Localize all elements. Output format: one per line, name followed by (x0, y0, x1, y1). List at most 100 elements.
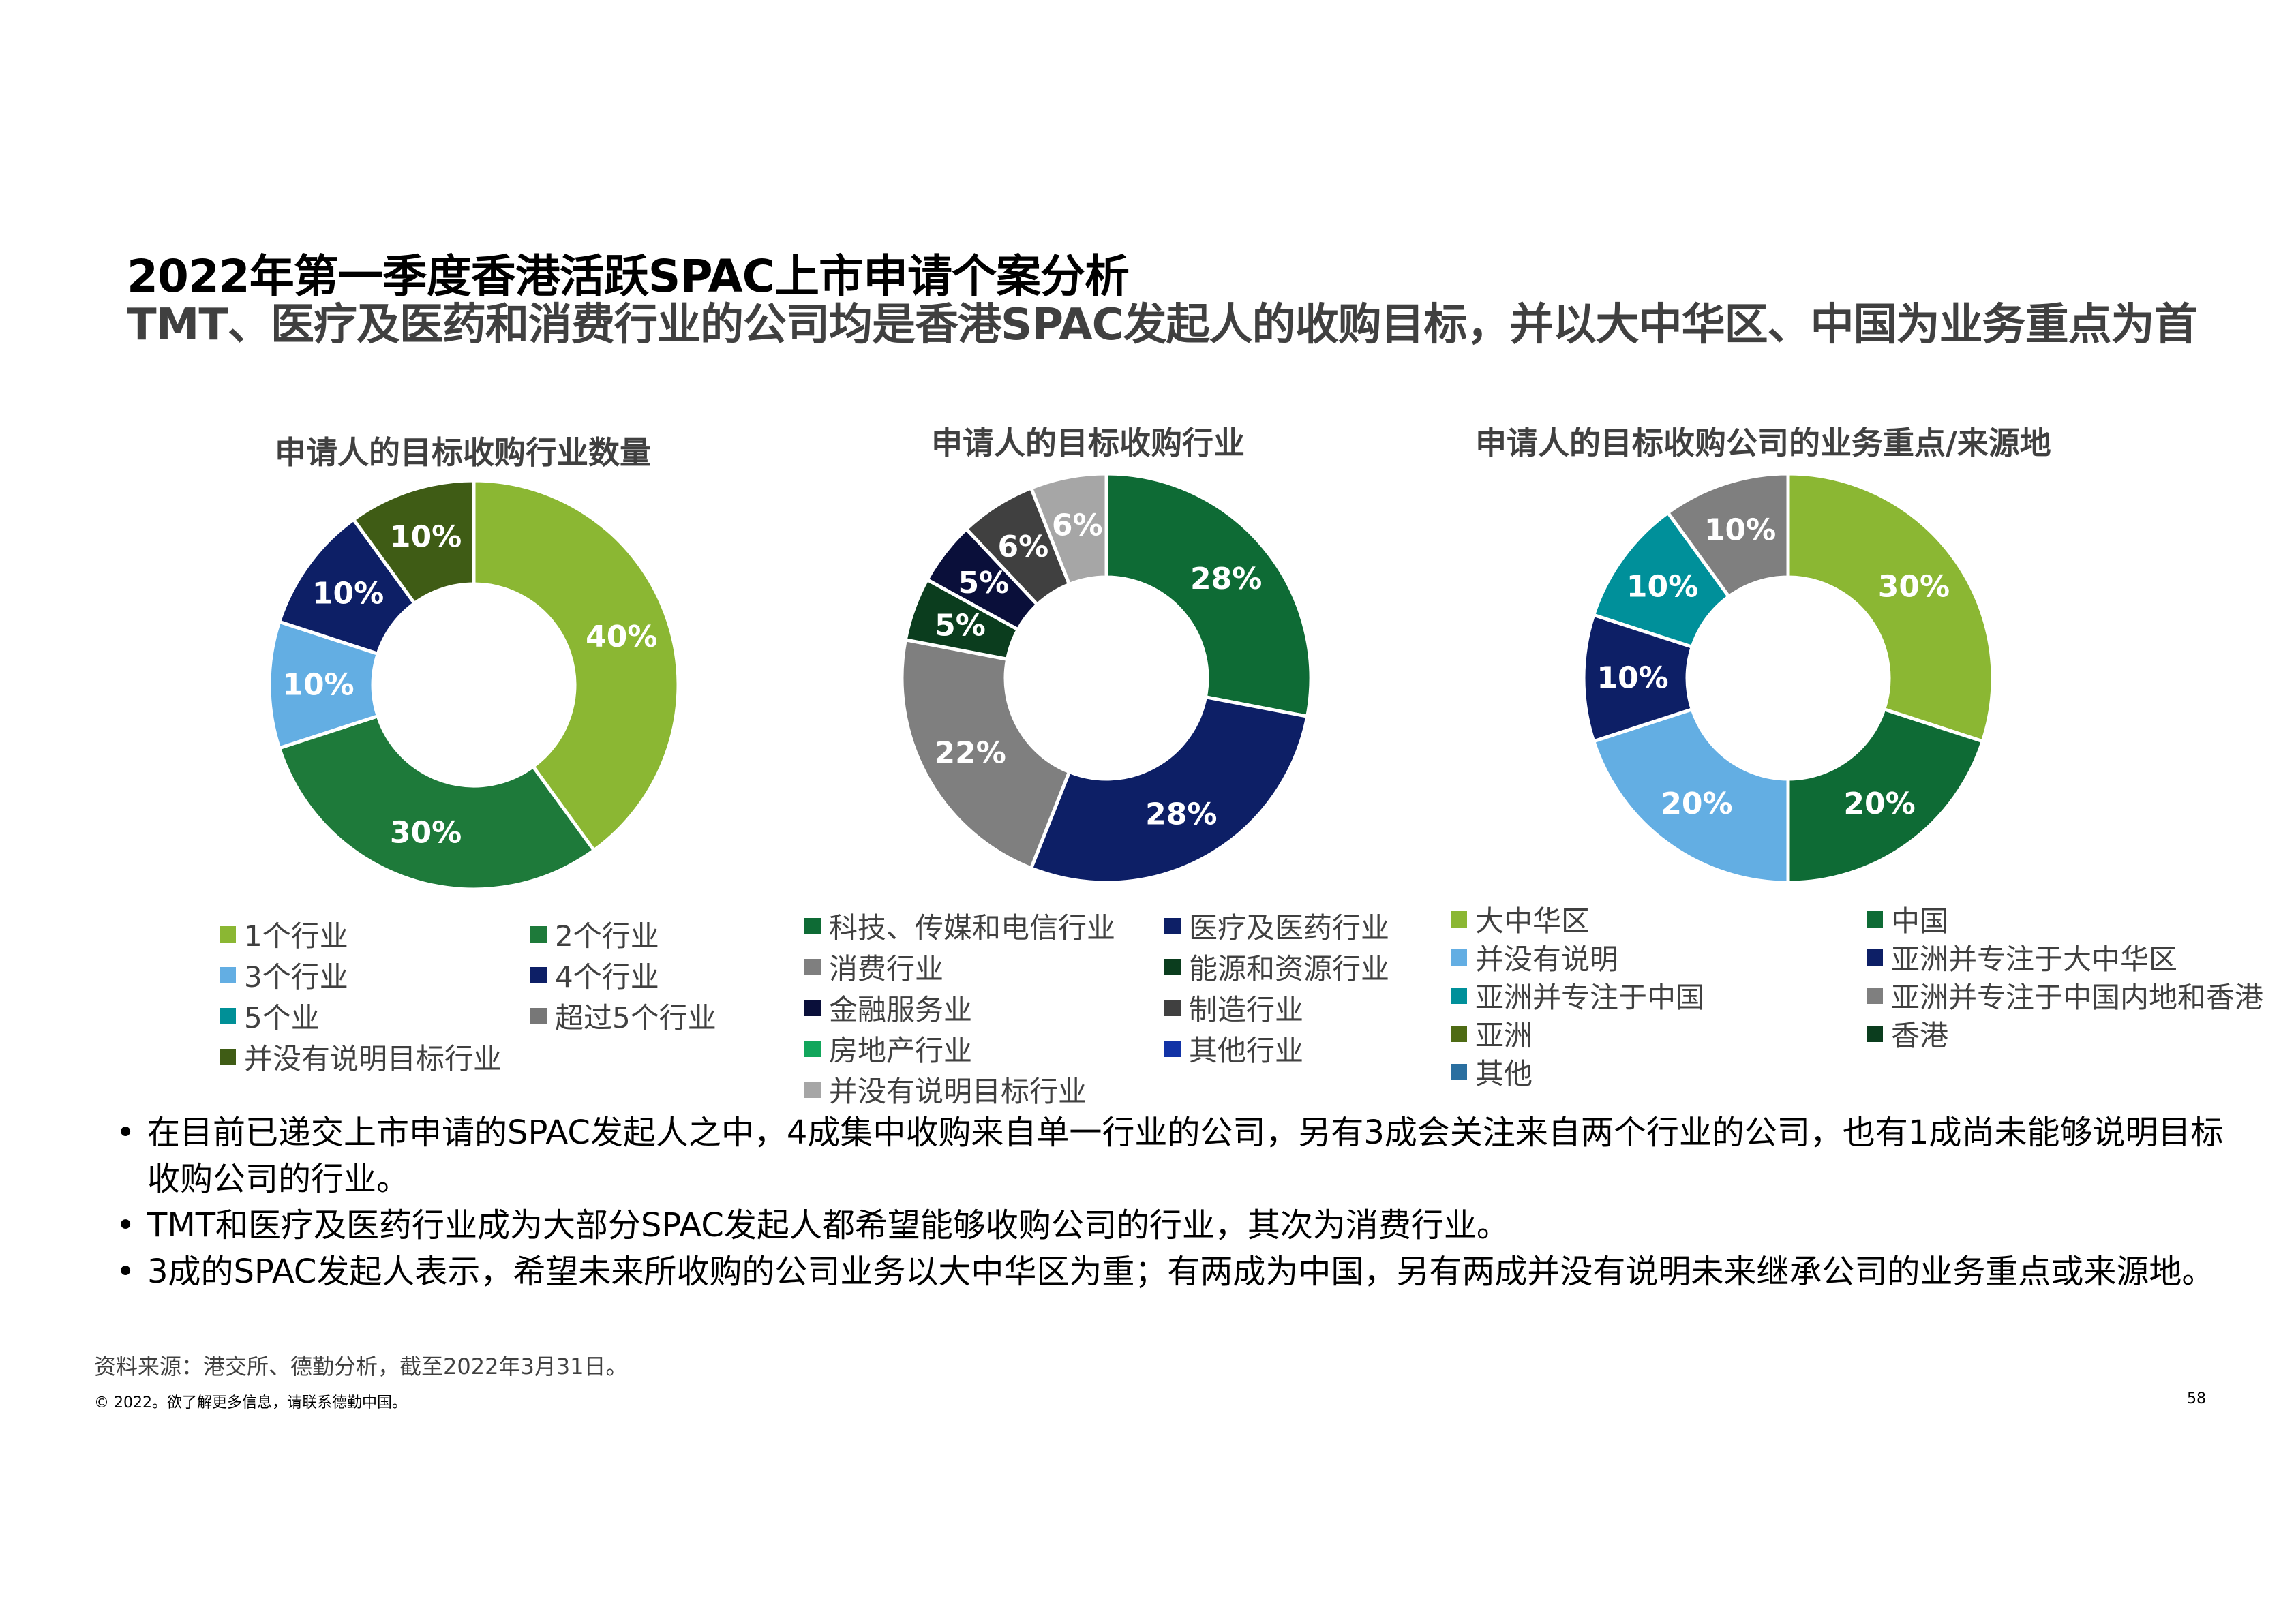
bullet-item: • 3成的SPAC发起人表示，希望未来所收购的公司业务以大中华区为重；有两成为中… (109, 1249, 2236, 1295)
slice-data-label: 28% (1145, 797, 1217, 831)
legend-label: 能源和资源行业 (1189, 952, 1390, 985)
slice-data-label: 6% (997, 530, 1048, 564)
legend-swatch (804, 1081, 821, 1098)
bullet-item: • 在目前已递交上市申请的SPAC发起人之中，4成集中收购来自单一行业的公司，另… (109, 1110, 2236, 1202)
slice-data-label: 10% (312, 576, 384, 611)
bullet-dot: • (116, 1206, 136, 1244)
legend-label: 亚洲并专注于中国 (1475, 981, 1705, 1014)
legend-label: 其他 (1475, 1057, 1533, 1090)
legend-item: 亚洲并专注于中国内地和香港 (1867, 975, 2263, 1016)
chart-2-title: 申请人的目标收购行业 (931, 425, 1245, 461)
legend-swatch (1867, 911, 1883, 928)
slice-data-label: 10% (390, 520, 462, 555)
legend-swatch (530, 1007, 547, 1024)
legend-label: 4个行业 (555, 960, 659, 994)
page-number: 58 (2187, 1390, 2206, 1407)
copyright: © 2022。欲了解更多信息，请联系德勤中国。 (94, 1394, 407, 1411)
legend-swatch (804, 958, 821, 975)
chart-1-title: 申请人的目标收购行业数量 (275, 434, 651, 471)
slice-data-label: 10% (1704, 513, 1776, 548)
legend-label: 香港 (1891, 1019, 1949, 1052)
bullet-text: 在目前已递交上市申请的SPAC发起人之中，4成集中收购来自单一行业的公司，另有3… (147, 1114, 2224, 1198)
slice-data-label: 10% (282, 668, 354, 703)
slice-data-label: 22% (935, 735, 1006, 770)
legend-item: 亚洲并专注于大中华区 (1867, 936, 2177, 978)
legend-label: 中国 (1891, 904, 1949, 938)
slice-data-label: 30% (390, 815, 462, 850)
legend-item: 4个行业 (530, 954, 659, 996)
legend-item: 其他行业 (1164, 1028, 1303, 1069)
donut-slice (1104, 472, 1313, 719)
source-note: 资料来源：港交所、德勤分析，截至2022年3月31日。 (94, 1353, 628, 1379)
legend-item: 亚洲并专注于中国 (1451, 975, 1704, 1016)
legend-item: 香港 (1867, 1013, 1948, 1054)
legend-swatch (220, 966, 236, 983)
chart-3-title: 申请人的目标收购公司的业务重点/来源地 (1475, 425, 2051, 461)
legend-label: 科技、传媒和电信行业 (829, 911, 1116, 945)
legend-label: 房地产行业 (829, 1034, 973, 1067)
slice-data-label: 20% (1661, 786, 1732, 821)
legend-swatch (804, 999, 821, 1016)
page-title: 2022年第一季度香港活跃SPAC上市申请个案分析 (127, 250, 1130, 303)
legend-label: 制造行业 (1189, 993, 1304, 1026)
donut-slice (1665, 472, 1790, 599)
legend-swatch (1451, 1063, 1467, 1080)
legend-label: 5个业 (244, 1001, 320, 1035)
legend-label: 3个行业 (244, 960, 348, 994)
slice-data-label: 6% (1052, 508, 1103, 543)
legend-label: 1个行业 (244, 919, 348, 953)
legend-item: 并没有说明目标行业 (220, 1036, 502, 1077)
legend-label: 并没有说明目标行业 (829, 1075, 1087, 1108)
donut-slice (900, 637, 1072, 871)
legend-item: 科技、传媒和电信行业 (804, 905, 1115, 947)
legend-item: 大中华区 (1451, 898, 1590, 940)
chart-3-donut: 30%20%20%10%10%10% (1582, 472, 1995, 885)
legend-swatch (1164, 1040, 1181, 1057)
legend-item: 其他 (1451, 1051, 1532, 1092)
legend-label: 并没有说明目标行业 (244, 1042, 502, 1075)
legend-label: 医疗及医药行业 (1189, 911, 1390, 945)
donut-slice (1786, 707, 1985, 885)
donut-slice (1591, 707, 1790, 885)
legend-label: 消费行业 (829, 952, 944, 985)
legend-swatch (1164, 999, 1181, 1016)
page-subtitle: TMT、医疗及医药和消费行业的公司均是香港SPAC发起人的收购目标，并以大中华区… (127, 300, 2198, 350)
legend-label: 大中华区 (1475, 904, 1590, 938)
legend-swatch (530, 925, 547, 943)
legend-item: 金融服务业 (804, 987, 972, 1028)
legend-swatch (530, 966, 547, 983)
legend-label: 2个行业 (555, 919, 659, 953)
legend-item: 消费行业 (804, 946, 943, 988)
legend-swatch (220, 1048, 236, 1065)
legend-swatch (1867, 949, 1883, 966)
legend-item: 中国 (1867, 898, 1948, 940)
legend-swatch (220, 1007, 236, 1024)
legend-swatch (804, 1040, 821, 1057)
legend-item: 超过5个行业 (530, 995, 716, 1037)
legend-swatch (220, 925, 236, 943)
legend-label: 超过5个行业 (555, 1001, 716, 1035)
legend-swatch (1867, 1025, 1883, 1042)
donut-slice (1029, 694, 1310, 885)
slice-data-label: 5% (935, 608, 986, 643)
legend-item: 并没有说明 (1451, 936, 1618, 978)
legend-item: 房地产行业 (804, 1028, 972, 1069)
donut-slice (1029, 472, 1108, 587)
legend-item: 能源和资源行业 (1164, 946, 1389, 988)
donut-slice (351, 478, 476, 606)
slice-data-label: 10% (1627, 569, 1698, 604)
legend-swatch (1451, 949, 1467, 966)
donut-slice (1786, 472, 1995, 744)
legend-item: 2个行业 (530, 913, 659, 955)
legend-swatch (1451, 1025, 1467, 1042)
legend-item: 5个业 (220, 995, 320, 1037)
slice-data-label: 28% (1190, 562, 1262, 596)
legend-label: 亚洲 (1475, 1019, 1533, 1052)
slice-data-label: 5% (958, 566, 1009, 600)
legend-swatch (804, 917, 821, 934)
bullet-list: • 在目前已递交上市申请的SPAC发起人之中，4成集中收购来自单一行业的公司，另… (109, 1110, 2236, 1295)
legend-swatch (1451, 911, 1467, 928)
donut-slice (277, 714, 596, 891)
slice-data-label: 20% (1843, 786, 1915, 821)
legend-label: 其他行业 (1189, 1034, 1304, 1067)
